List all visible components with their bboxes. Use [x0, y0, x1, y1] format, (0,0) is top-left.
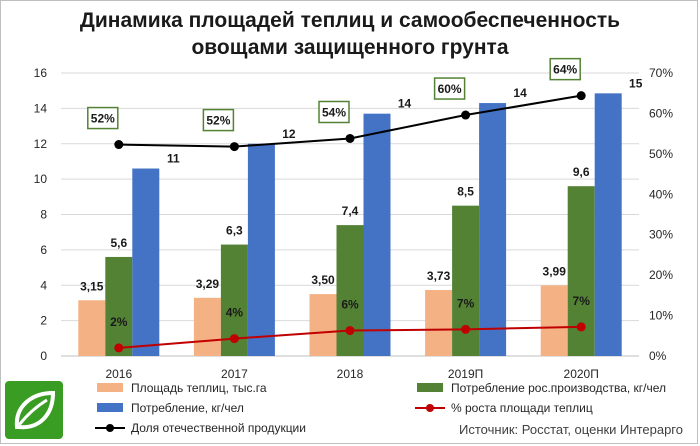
series-point	[229, 334, 239, 344]
chart-title: Динамика площадей теплиц и самообеспечен…	[1, 7, 699, 61]
series-point	[461, 324, 471, 334]
legend-label: Площадь теплиц, тыс.га	[131, 381, 267, 395]
bar	[247, 143, 275, 356]
y-right-tick-label: 70%	[649, 66, 673, 80]
y-left-tick-label: 12	[34, 137, 48, 151]
y-left-tick-label: 14	[34, 101, 48, 115]
legend-label: Потребление, кг/чел	[131, 401, 244, 415]
y-right-tick-label: 0%	[649, 349, 667, 363]
bar	[309, 294, 337, 356]
x-tick-label: 2016	[105, 367, 132, 381]
bar	[594, 93, 622, 356]
x-tick-label: 2017	[221, 367, 248, 381]
bar-data-label: 3,15	[80, 279, 104, 293]
line-label-box	[549, 57, 581, 81]
y-left-tick-label: 0	[40, 349, 47, 363]
bars	[78, 93, 622, 357]
y-right-tick-label: 50%	[649, 147, 673, 161]
line-data-label: 64%	[553, 63, 577, 77]
series-point	[114, 140, 124, 150]
line-data-label: 2%	[110, 315, 128, 329]
y-left-tick-label: 6	[40, 243, 47, 257]
bar	[193, 297, 221, 356]
bar-data-label: 11	[167, 152, 180, 166]
bar	[132, 168, 160, 356]
bar-data-label: 3,50	[311, 273, 335, 287]
line-label-box	[318, 100, 350, 124]
line-data-label: 7%	[573, 294, 591, 308]
line-label-box	[433, 77, 466, 100]
bar	[425, 290, 453, 356]
line-data-label: 4%	[226, 306, 244, 320]
line-data-label: 6%	[341, 298, 359, 312]
y-right-tick-label: 30%	[649, 228, 673, 242]
y-right-tick-label: 10%	[649, 309, 673, 323]
chart-title-line2: овощами защищенного грунта	[191, 36, 509, 59]
legend-label: % роста площади теплиц	[451, 401, 593, 415]
bar-data-label: 12	[282, 127, 296, 141]
bar	[479, 103, 507, 356]
leaf-icon	[5, 381, 63, 439]
legend-swatch-marker	[426, 404, 434, 412]
series-point	[576, 322, 586, 332]
legend: Площадь теплиц, тыс.га Потребление рос.пр…	[95, 381, 666, 435]
line-data-label: 7%	[457, 296, 475, 310]
y-right-tick-label: 40%	[649, 187, 673, 201]
bar-data-label: 3,99	[543, 264, 567, 278]
legend-swatch	[97, 383, 123, 392]
axes: 0 2 4 6 8 10 12 14 16 0% 10% 20% 30% 40% 50% 60% 70% 2016…	[34, 66, 674, 381]
y-right-tick-label: 60%	[649, 106, 673, 120]
bar-data-label: 5,6	[110, 236, 127, 250]
series-point	[114, 343, 124, 353]
source-note: Источник: Росстат, оценки Интерарго	[459, 422, 683, 437]
legend-swatch-marker	[106, 424, 114, 432]
line-data-label: 52%	[91, 112, 115, 126]
y-left-tick-label: 8	[40, 208, 47, 222]
line-label-box	[87, 106, 119, 130]
series-point	[345, 133, 355, 143]
leaf-shape	[14, 390, 56, 430]
bar-data-label: 6,3	[226, 224, 243, 238]
bar-data-label: 14	[513, 86, 527, 100]
series-point	[576, 91, 586, 101]
line-data-label: 60%	[438, 82, 462, 96]
x-tick-label: 2018	[337, 367, 364, 381]
bar-data-label: 9,6	[573, 165, 590, 179]
series-point	[229, 142, 239, 152]
y-left-tick-label: 10	[34, 172, 48, 186]
x-tick-label: 2020П	[564, 367, 599, 381]
x-tick-label: 2019П	[448, 367, 483, 381]
bar	[540, 285, 568, 356]
bar-data-label: 8,5	[457, 185, 474, 199]
leaf-vein	[17, 398, 48, 426]
bar-data-label: 15	[629, 76, 643, 90]
legend-label: Потребление рос.производства, кг/чел	[451, 381, 666, 395]
line-data-label: 52%	[206, 114, 230, 128]
line-data-label: 54%	[322, 105, 346, 119]
y-left-tick-label: 4	[40, 278, 47, 292]
bar-data-label: 7,4	[342, 204, 359, 218]
bar-data-label: 3,73	[427, 269, 451, 283]
chart-title-line1: Динамика площадей теплиц и самообеспечен…	[79, 9, 621, 32]
series-point	[345, 326, 355, 336]
y-left-tick-label: 2	[40, 314, 47, 328]
series-point	[461, 110, 471, 120]
y-right-tick-label: 20%	[649, 268, 673, 282]
bar	[105, 256, 133, 356]
legend-label: Доля отечественной продукции	[131, 421, 306, 435]
legend-swatch	[97, 403, 123, 412]
legend-swatch	[417, 383, 443, 392]
data-labels: 3,15 3,29 3,50 3,73 3,99 5,6 6,3 7,4 8,5 9,6 11 12 1…	[80, 57, 643, 329]
lines	[114, 91, 586, 353]
bar	[363, 113, 391, 357]
bar	[336, 225, 364, 356]
bar	[78, 300, 106, 356]
bar-data-label: 14	[398, 97, 412, 111]
y-left-tick-label: 16	[34, 66, 48, 80]
bar-data-label: 3,29	[196, 277, 220, 291]
line-label-box	[202, 108, 235, 132]
